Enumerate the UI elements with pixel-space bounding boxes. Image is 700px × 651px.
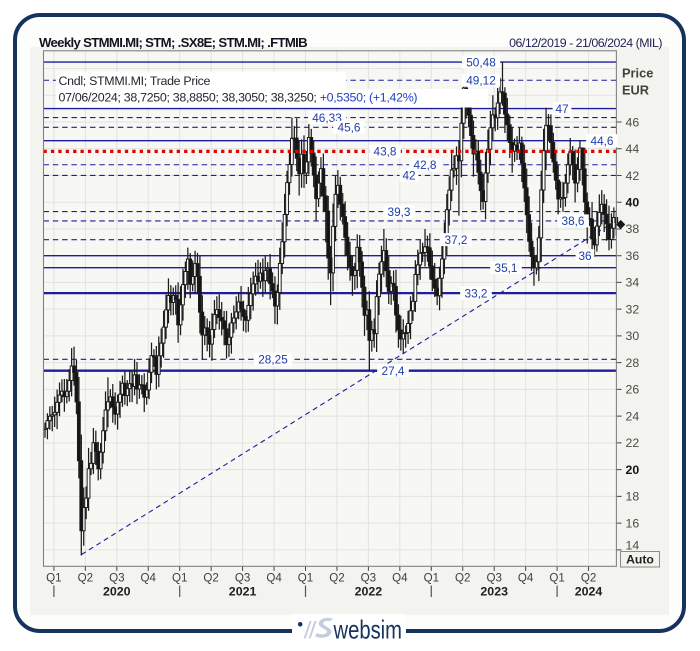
- svg-text:2021: 2021: [229, 585, 257, 599]
- svg-text:37,2: 37,2: [445, 233, 468, 247]
- svg-text:24: 24: [626, 410, 640, 424]
- svg-text:42,8: 42,8: [414, 158, 437, 172]
- svg-text:Q3: Q3: [109, 572, 124, 585]
- svg-text:14: 14: [626, 539, 640, 553]
- svg-text:Cndl; STMMI.MI; Trade Price: Cndl; STMMI.MI; Trade Price: [59, 74, 211, 88]
- svg-text:Q2: Q2: [455, 572, 470, 585]
- svg-text:Q3: Q3: [486, 572, 501, 585]
- svg-text:Q2: Q2: [78, 572, 93, 585]
- svg-text:Q2: Q2: [203, 572, 218, 585]
- svg-text:Q2: Q2: [329, 572, 344, 585]
- svg-text:16: 16: [626, 516, 640, 530]
- svg-text:20: 20: [626, 463, 640, 477]
- svg-text:28: 28: [626, 356, 640, 370]
- svg-text:2024: 2024: [575, 585, 603, 599]
- svg-text:26: 26: [626, 383, 640, 397]
- svg-text:07/06/2024; 38,7250; 38,8850;: 07/06/2024; 38,7250; 38,8850; 38,3050; 3…: [59, 91, 418, 105]
- svg-text:30: 30: [626, 329, 640, 343]
- svg-text:Q1: Q1: [46, 572, 61, 585]
- svg-text:Q4: Q4: [141, 572, 157, 585]
- svg-text:39,3: 39,3: [388, 205, 411, 219]
- svg-text:Q1: Q1: [172, 572, 187, 585]
- svg-text:EUR: EUR: [622, 83, 649, 98]
- svg-text:Q3: Q3: [361, 572, 376, 585]
- svg-text:2023: 2023: [480, 585, 508, 599]
- svg-text:18: 18: [626, 490, 640, 504]
- svg-text:Q4: Q4: [392, 572, 408, 585]
- svg-text:40: 40: [626, 196, 640, 210]
- svg-text:46: 46: [626, 115, 640, 129]
- svg-text:28,25: 28,25: [258, 353, 288, 367]
- svg-text:Q1: Q1: [549, 572, 564, 585]
- svg-text:44: 44: [626, 142, 640, 156]
- svg-text:35,1: 35,1: [495, 261, 518, 275]
- svg-text:36: 36: [578, 249, 592, 263]
- svg-text:43,8: 43,8: [374, 145, 397, 159]
- svg-text:32: 32: [626, 303, 640, 317]
- svg-text:50,48: 50,48: [466, 55, 496, 69]
- svg-text:22: 22: [626, 436, 640, 450]
- svg-text:38,6: 38,6: [562, 214, 585, 228]
- svg-text:49,12: 49,12: [466, 73, 496, 87]
- svg-text:38: 38: [626, 222, 640, 236]
- svg-text:websim: websim: [333, 615, 402, 645]
- svg-text:Q4: Q4: [518, 572, 534, 585]
- svg-text:Q1: Q1: [424, 572, 439, 585]
- svg-text:33,2: 33,2: [465, 286, 488, 300]
- svg-text:2020: 2020: [103, 585, 131, 599]
- svg-text:27,4: 27,4: [382, 364, 405, 378]
- svg-text:Price: Price: [622, 66, 653, 81]
- svg-text:42: 42: [402, 169, 415, 183]
- svg-text:Q3: Q3: [235, 572, 250, 585]
- svg-text:36: 36: [626, 249, 640, 263]
- svg-text:47: 47: [555, 102, 568, 116]
- svg-text:Auto: Auto: [626, 553, 654, 567]
- svg-text:Q4: Q4: [266, 572, 282, 585]
- svg-text:42: 42: [626, 169, 640, 183]
- svg-text:34: 34: [626, 276, 640, 290]
- svg-text:45,6: 45,6: [338, 121, 361, 135]
- svg-text:44,6: 44,6: [591, 134, 614, 148]
- svg-text:Q1: Q1: [298, 572, 313, 585]
- svg-text:2022: 2022: [355, 585, 383, 599]
- svg-text:Q2: Q2: [581, 572, 596, 585]
